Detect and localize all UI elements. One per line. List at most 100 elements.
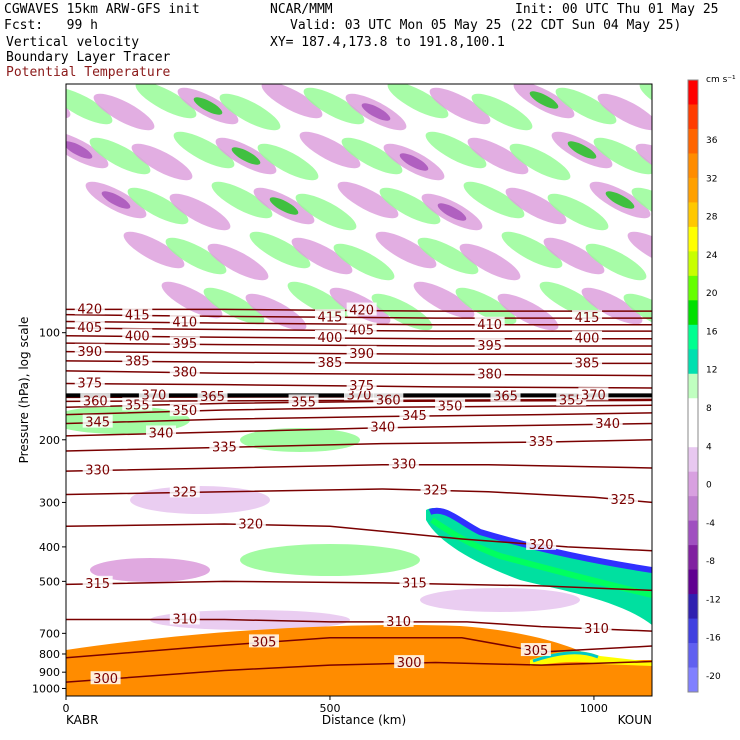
theta-label: 330	[391, 458, 416, 473]
w-band	[135, 84, 197, 119]
center-name: NCAR/MMM	[270, 2, 333, 17]
theta-contour-345	[66, 412, 652, 425]
colorbar-swatch	[688, 422, 698, 448]
w-band	[375, 231, 437, 269]
theta-label-bg	[367, 419, 398, 433]
y-axis-title: Pressure (hPa), log scale	[17, 317, 31, 464]
theta-label-bg	[314, 329, 345, 343]
y-tick-label: 1000	[32, 682, 60, 695]
theta-label: 355	[291, 395, 316, 410]
theta-label-bg	[169, 336, 200, 350]
theta-label-bg	[169, 484, 200, 498]
colorbar-unit: cm s⁻¹	[706, 75, 736, 85]
w-core	[567, 141, 597, 159]
colorbar-swatch	[688, 618, 698, 644]
w-patch	[90, 558, 210, 582]
colorbar-label: 36	[706, 136, 718, 146]
theta-contour-330	[66, 463, 652, 472]
w-band	[295, 193, 357, 231]
theta-label-bg	[74, 375, 105, 389]
w-band	[165, 237, 227, 275]
theta-label-bg	[90, 671, 121, 685]
x-end-endpoint-label: KOUN	[618, 713, 652, 727]
w-core	[231, 147, 261, 165]
theta-label-bg	[288, 394, 319, 408]
vertical-velocity-shading	[24, 84, 740, 630]
colorbar-swatch	[688, 275, 698, 301]
theta-label: 335	[529, 435, 554, 450]
y-tick-label: 500	[39, 575, 60, 588]
w-band	[425, 131, 487, 169]
theta-label-bg	[209, 439, 240, 453]
w-band	[127, 187, 189, 225]
theta-label: 390	[77, 345, 102, 360]
theta-label: 390	[349, 347, 374, 362]
w-band	[585, 243, 647, 281]
w-core	[605, 191, 635, 209]
w-band	[387, 84, 449, 119]
theta-label: 385	[125, 354, 150, 369]
w-band	[505, 187, 567, 225]
w-core	[361, 103, 391, 121]
theta-label-bg	[314, 309, 345, 323]
w-band	[417, 237, 479, 275]
theta-label: 415	[318, 310, 343, 325]
theta-label-bg	[82, 414, 113, 428]
colorbar-label: 0	[706, 481, 712, 491]
theta-label: 415	[575, 311, 600, 326]
theta-label: 345	[85, 416, 110, 431]
w-patch	[420, 588, 580, 612]
theta-label: 360	[376, 393, 401, 408]
theta-label: 310	[386, 615, 411, 630]
colorbar-swatch	[688, 153, 698, 179]
w-band	[89, 137, 151, 175]
w-band	[93, 93, 155, 131]
colorbar-swatch	[688, 643, 698, 669]
w-band	[257, 143, 319, 181]
w-band	[631, 187, 652, 225]
w-band	[413, 281, 475, 319]
w-band	[211, 181, 273, 219]
w-core	[399, 153, 429, 171]
theta-contour-395	[66, 342, 652, 347]
theta-label-bg	[394, 655, 425, 669]
theta-label-bg	[169, 403, 200, 417]
w-band	[669, 187, 738, 237]
w-band	[627, 231, 652, 269]
colorbar-label: -16	[706, 634, 721, 644]
theta-label: 355	[125, 398, 150, 413]
w-band	[593, 137, 652, 175]
w-core	[24, 88, 57, 112]
theta-label-bg	[526, 536, 557, 550]
theta-label: 370	[347, 388, 372, 403]
w-band	[429, 87, 491, 125]
w-band	[371, 293, 433, 331]
theta-label: 310	[584, 622, 609, 637]
colorbar-swatch	[688, 202, 698, 228]
theta-label: 395	[172, 337, 197, 352]
theta-contour-320	[66, 523, 652, 552]
w-core	[66, 141, 93, 159]
theta-label-bg	[572, 355, 603, 369]
colorbar-label: -4	[706, 519, 715, 529]
theta-label-bg	[435, 398, 466, 412]
w-band	[207, 243, 269, 281]
w-band	[379, 187, 441, 225]
colorbar-label: 4	[706, 442, 712, 452]
w-band	[543, 237, 605, 275]
y-axis: 100 200 300 400 500 700 800 900 1000	[32, 327, 66, 695]
theta-contour-335	[66, 439, 652, 452]
colorbar-label: 16	[706, 327, 718, 337]
init-time: Init: 00 UTC Thu 01 May 25	[515, 2, 719, 17]
theta-label: 340	[595, 417, 620, 432]
theta-label-bg	[80, 393, 111, 407]
colorbar-swatch	[688, 667, 698, 693]
colorbar-swatch	[688, 447, 698, 473]
theta-label-bg	[373, 392, 404, 406]
theta-contour-380	[66, 370, 652, 377]
w-band	[219, 93, 281, 131]
theta-label-bg	[572, 310, 603, 324]
theta-label: 320	[238, 518, 263, 533]
theta-label: 375	[77, 377, 102, 392]
w-band	[707, 237, 740, 287]
